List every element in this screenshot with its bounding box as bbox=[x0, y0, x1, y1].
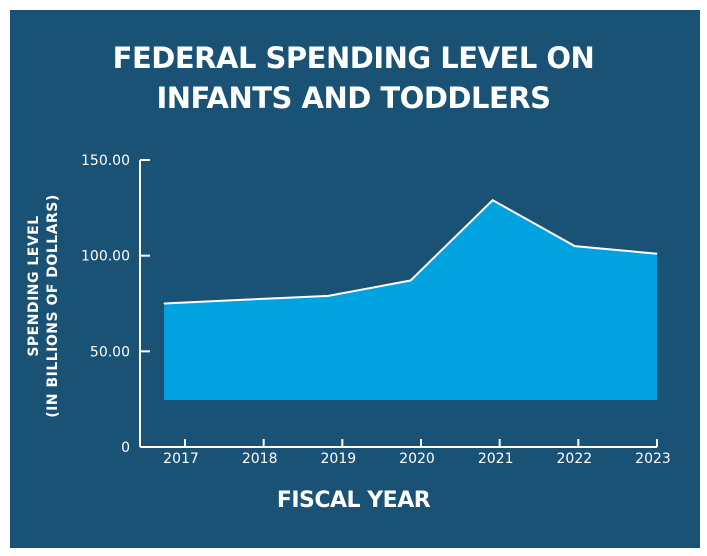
data-point-2022 bbox=[574, 245, 576, 247]
y-tick-label: 0 bbox=[121, 440, 130, 456]
x-tick-label: 2020 bbox=[399, 451, 435, 467]
data-point-2023 bbox=[656, 253, 658, 255]
data-point-2017 bbox=[163, 303, 165, 304]
y-tick-label: 50.00 bbox=[90, 344, 130, 360]
x-tick-label: 2021 bbox=[478, 451, 514, 467]
x-tick-label: 2022 bbox=[557, 451, 593, 467]
data-point-2021 bbox=[492, 199, 494, 201]
data-point-2019 bbox=[327, 295, 329, 297]
x-tick-label: 2023 bbox=[635, 451, 671, 467]
y-tick-label: 150.00 bbox=[81, 153, 130, 169]
y-tick-label: 100.00 bbox=[81, 249, 130, 265]
chart-title-line-2: INFANTS AND TODDLERS bbox=[156, 81, 552, 115]
data-point-2018 bbox=[245, 299, 247, 301]
x-tick-label: 2019 bbox=[321, 451, 357, 467]
y-axis-label-line-2: (IN BILLIONS OF DOLLARS) bbox=[45, 194, 61, 418]
data-point-2020 bbox=[410, 280, 411, 282]
chart-title-line-1: FEDERAL SPENDING LEVEL ON bbox=[112, 41, 595, 75]
x-tick-label: 2017 bbox=[163, 451, 199, 467]
area-fill bbox=[164, 200, 657, 400]
y-axis-label-line-1: SPENDING LEVEL bbox=[26, 215, 42, 356]
x-tick-label: 2018 bbox=[242, 451, 278, 467]
x-axis-label: FISCAL YEAR bbox=[276, 488, 431, 513]
chart-title: FEDERAL SPENDING LEVEL ON INFANTS AND TO… bbox=[0, 38, 707, 118]
